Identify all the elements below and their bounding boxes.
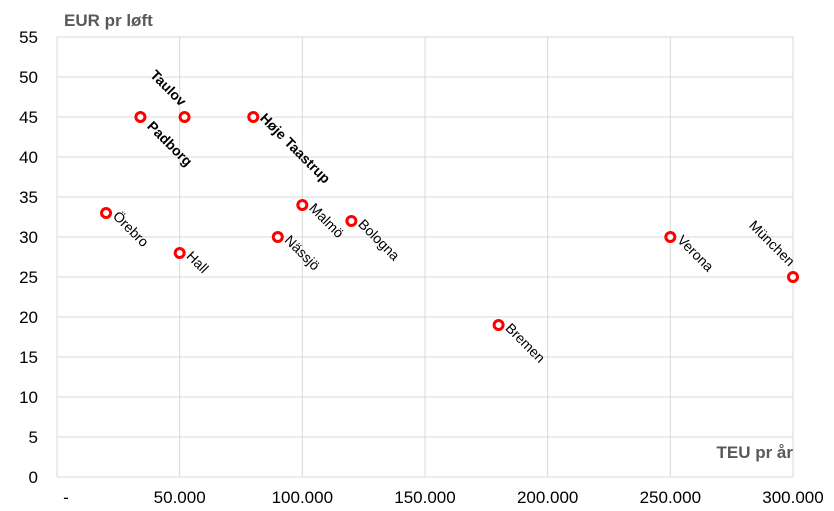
data-point-label: Örebro [110,207,153,250]
x-tick-label: 200.000 [517,488,578,507]
data-point-label: München [746,217,798,269]
y-tick-label: 50 [19,68,38,87]
data-point-marker [787,271,799,283]
data-point-marker [271,231,284,243]
y-tick-label: 25 [19,268,38,287]
data-point-label: Hall [184,248,212,276]
data-point-marker [100,207,113,219]
x-tick-label: 300.000 [762,488,823,507]
data-point-label: Bremen [502,320,548,366]
y-tick-label: 0 [29,468,38,487]
y-axis-ticks: 0 5 10 15 20 25 30 35 40 45 50 55 [19,28,38,487]
y-tick-label: 35 [19,188,38,207]
data-point-marker [134,111,147,123]
x-axis-ticks: - 50.000 100.000 150.000 200.000 250.000 300.0… [63,488,824,507]
data-point-label: Bologna [355,216,403,264]
x-tick-label: 150.000 [394,488,455,507]
data-point-label: Verona [674,232,717,275]
data-point-marker [247,111,260,123]
data-point-label: Malmö [306,200,347,241]
x-tick-label: 100.000 [272,488,333,507]
data-point-label: Taulov [147,67,190,110]
x-tick-label: - [63,488,69,507]
y-tick-label: 55 [19,28,38,47]
x-axis-title: TEU pr år [716,443,793,462]
data-point-marker [296,199,309,211]
y-tick-label: 5 [29,428,38,447]
data-point-label: Padborg [144,118,195,169]
y-tick-label: 45 [19,108,38,127]
y-tick-label: 40 [19,148,38,167]
gridlines [56,36,794,478]
y-axis-title: EUR pr løft [64,11,153,30]
y-tick-label: 15 [19,348,38,367]
data-point-marker [345,215,358,227]
data-point-marker [178,111,191,123]
y-tick-label: 30 [19,228,38,247]
data-point-marker [173,247,186,259]
y-tick-label: 20 [19,308,38,327]
data-point-label: Høje Taastrup [257,110,334,187]
data-points [100,111,799,331]
x-tick-label: 50.000 [154,488,206,507]
data-point-marker [664,231,677,243]
data-point-marker [492,319,505,331]
y-tick-label: 10 [19,388,38,407]
x-tick-label: 250.000 [640,488,701,507]
